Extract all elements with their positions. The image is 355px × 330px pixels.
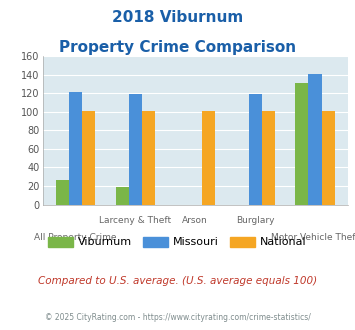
Bar [202, 111, 215, 205]
Bar [116, 187, 129, 205]
Text: Compared to U.S. average. (U.S. average equals 100): Compared to U.S. average. (U.S. average … [38, 276, 317, 285]
Bar [142, 111, 155, 205]
Text: Motor Vehicle Theft: Motor Vehicle Theft [271, 233, 355, 242]
Bar [262, 111, 275, 205]
Text: All Property Crime: All Property Crime [34, 233, 117, 242]
Text: Burglary: Burglary [236, 216, 274, 225]
Text: 2018 Viburnum: 2018 Viburnum [112, 10, 243, 25]
Bar [129, 94, 142, 205]
Bar [82, 111, 95, 205]
Text: Larceny & Theft: Larceny & Theft [99, 216, 171, 225]
Legend: Viburnum, Missouri, National: Viburnum, Missouri, National [44, 232, 311, 252]
Text: Arson: Arson [182, 216, 208, 225]
Bar [56, 180, 69, 205]
Bar [69, 92, 82, 205]
Bar [322, 111, 335, 205]
Bar [248, 94, 262, 205]
Bar [308, 74, 322, 205]
Text: © 2025 CityRating.com - https://www.cityrating.com/crime-statistics/: © 2025 CityRating.com - https://www.city… [45, 314, 310, 322]
Bar [295, 83, 308, 205]
Text: Property Crime Comparison: Property Crime Comparison [59, 40, 296, 54]
